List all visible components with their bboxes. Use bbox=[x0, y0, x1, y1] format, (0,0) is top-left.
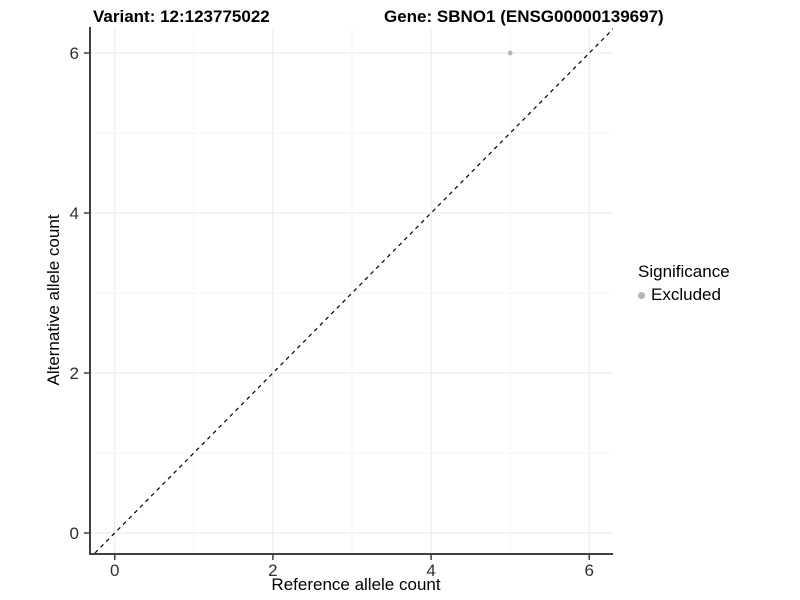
y-tick-label: 4 bbox=[70, 204, 79, 223]
x-tick-label: 6 bbox=[585, 561, 594, 580]
legend-title: Significance bbox=[638, 262, 730, 281]
excluded-point-icon bbox=[638, 291, 645, 299]
y-tick-label: 6 bbox=[70, 44, 79, 63]
y-axis-title: Alternative allele count bbox=[44, 214, 63, 386]
x-tick-label: 4 bbox=[426, 561, 435, 580]
identity-dashed-line bbox=[94, 28, 613, 553]
x-axis-title: Reference allele count bbox=[271, 575, 441, 594]
data-point bbox=[507, 50, 513, 56]
y-tick-label: 2 bbox=[70, 364, 79, 383]
x-tick-label: 2 bbox=[268, 561, 277, 580]
variant-title: Variant: 12:123775022 bbox=[93, 7, 270, 26]
y-tick-label: 0 bbox=[70, 524, 79, 543]
gene-title: Gene: SBNO1 (ENSG00000139697) bbox=[384, 7, 664, 26]
legend: Significance Excluded bbox=[638, 262, 730, 305]
legend-item-excluded: Excluded bbox=[638, 285, 730, 305]
legend-item-label: Excluded bbox=[651, 285, 721, 304]
x-tick-label: 0 bbox=[110, 561, 119, 580]
